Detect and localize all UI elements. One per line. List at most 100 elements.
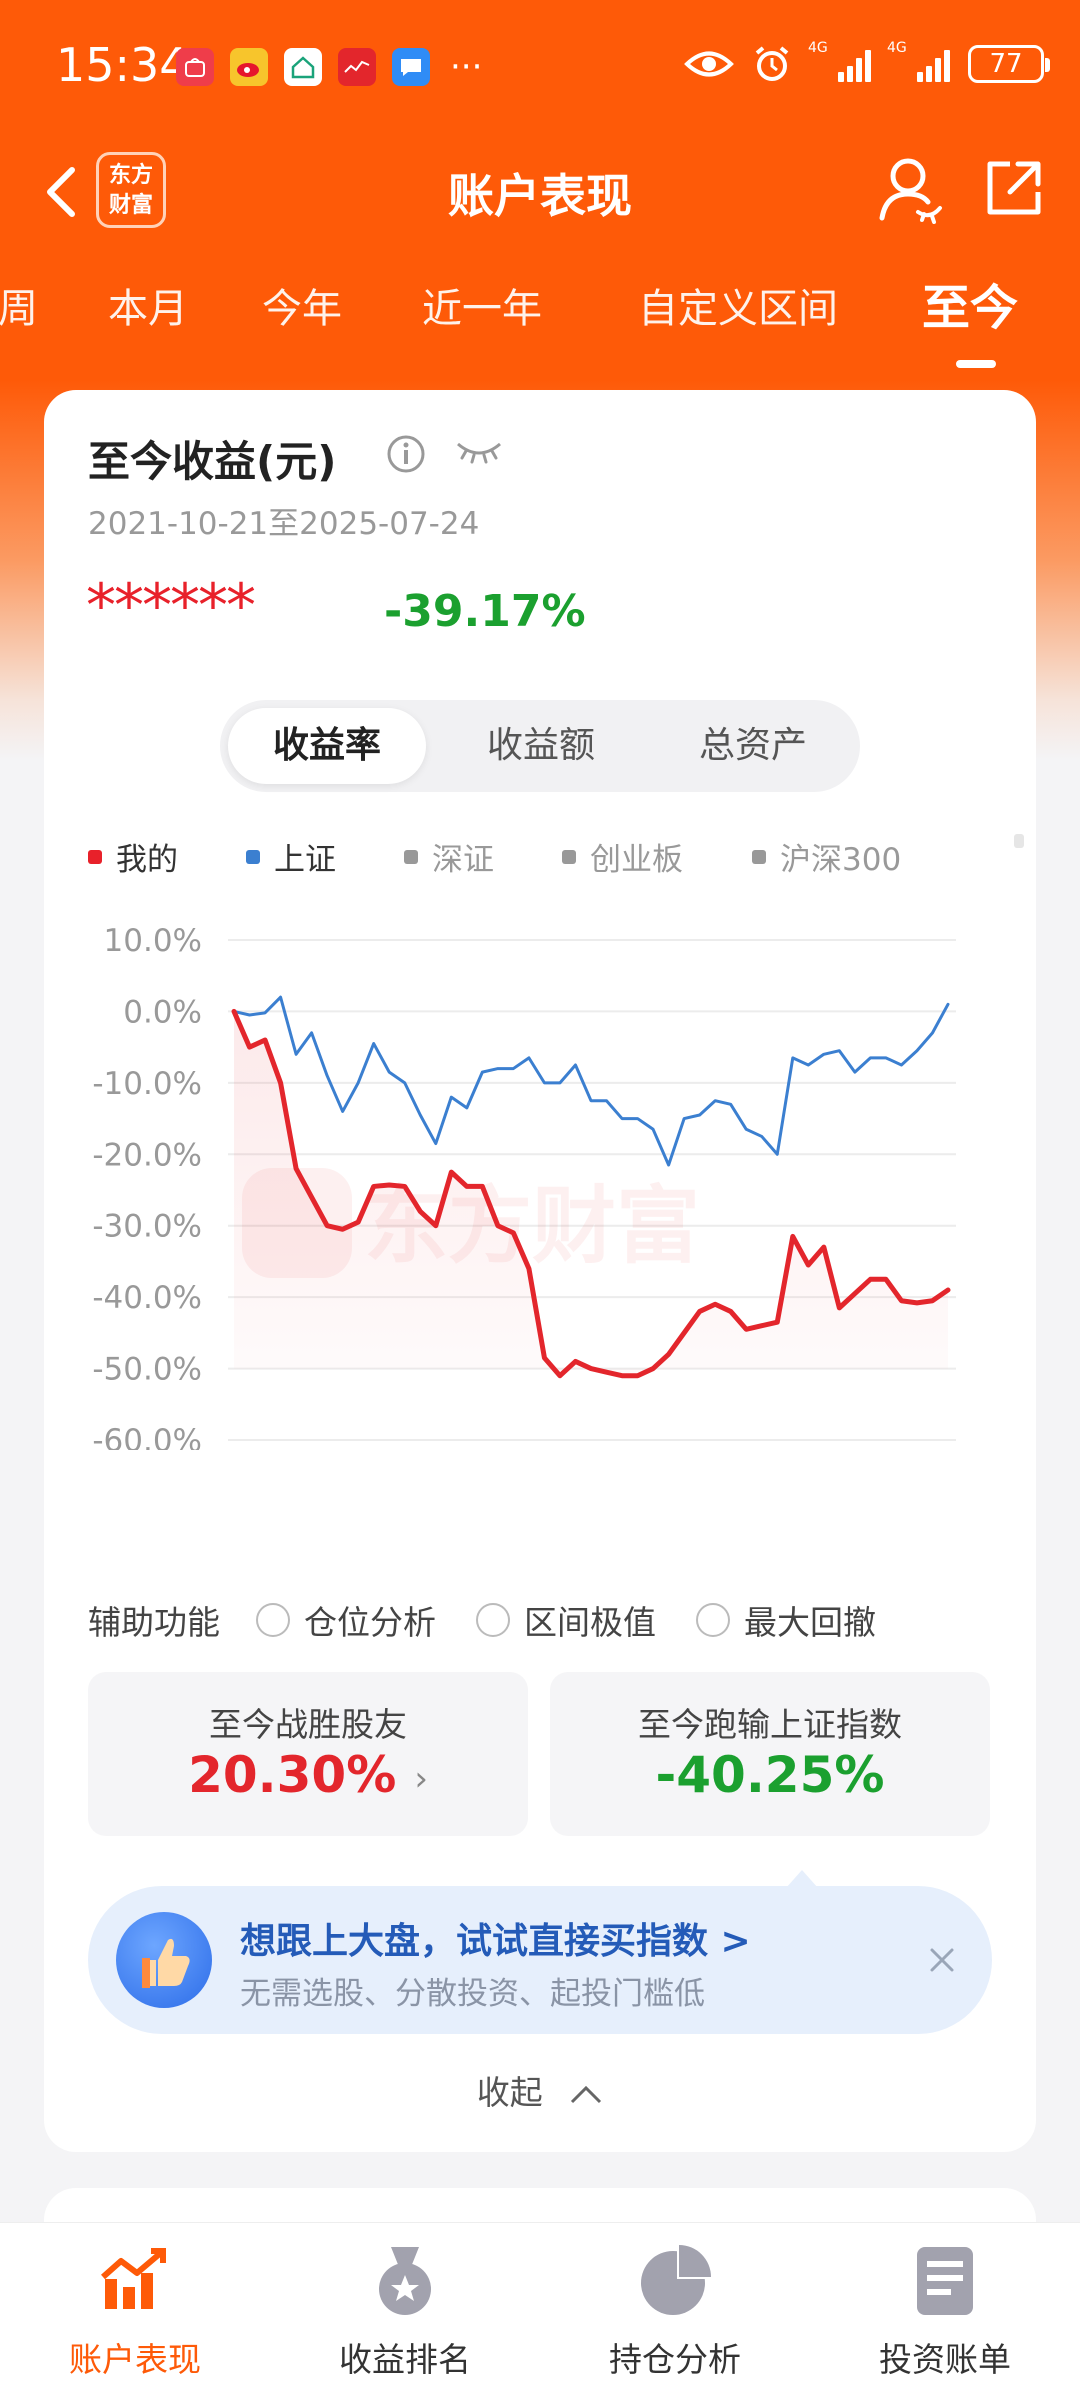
tab-custom-range[interactable]: 自定义区间: [638, 286, 838, 332]
metric-segment-control: 收益率 收益额 总资产: [220, 700, 860, 792]
aux-position-analysis[interactable]: 仓位分析: [256, 1596, 436, 1644]
y-tick-label: -60.0%: [92, 1423, 202, 1450]
message-icon: [392, 48, 430, 86]
segment-return-rate[interactable]: 收益率: [228, 708, 426, 784]
nav-return-ranking[interactable]: 收益排名: [270, 2243, 540, 2381]
stock-app-icon: [338, 48, 376, 86]
collapse-button[interactable]: 收起: [44, 2066, 1036, 2114]
legend-swatch: [1014, 834, 1024, 848]
chevron-up-icon: [571, 2085, 602, 2103]
nav-label: 投资账单: [879, 2340, 1011, 2379]
radio-button[interactable]: [256, 1603, 290, 1637]
legend-chinext[interactable]: 创业板: [562, 834, 683, 879]
legend-swatch: [404, 849, 418, 864]
promo-pointer: [786, 1870, 818, 1888]
date-range: 2021-10-21至2025-07-24: [88, 506, 480, 542]
pie-chart-icon: [641, 2245, 711, 2315]
user-icon[interactable]: [878, 154, 944, 224]
promo-title: 想跟上大盘，试试直接买指数 >: [240, 1921, 751, 1962]
smart-home-icon: [284, 48, 322, 86]
battery-icon: 77: [968, 45, 1050, 83]
status-time: 15:34: [56, 38, 189, 92]
bill-icon: [917, 2247, 973, 2315]
stat-value-wrap: 20.30% ›: [88, 1746, 528, 1804]
signal-2-icon: 4G: [887, 40, 950, 82]
performance-card: 至今收益(元) 2021-10-21至2025-07-24 ****** -39…: [44, 390, 1036, 2152]
tab-last-year[interactable]: 近一年: [422, 286, 542, 332]
series-line-sse: [232, 995, 950, 1167]
aux-label: 辅助功能: [88, 1603, 220, 1642]
nav-label: 持仓分析: [609, 2340, 741, 2379]
close-icon[interactable]: [920, 1938, 964, 1982]
nav-investment-bill[interactable]: 投资账单: [810, 2243, 1080, 2381]
promo-subtitle: 无需选股、分散投资、起投门槛低: [240, 1976, 705, 2012]
masked-amount: ******: [86, 571, 256, 641]
y-tick-label: -20.0%: [92, 1137, 202, 1173]
collapse-label: 收起: [476, 2073, 543, 2112]
legend-csi300[interactable]: 沪深300: [752, 834, 901, 879]
legend-more[interactable]: [1014, 834, 1038, 848]
aux-range-extremes[interactable]: 区间极值: [476, 1596, 656, 1644]
trend-chart-icon: [101, 2248, 166, 2309]
nav-label: 收益排名: [339, 2340, 471, 2379]
page-title: 账户表现: [448, 169, 632, 223]
legend-swatch: [752, 849, 766, 864]
weibo-icon: [230, 48, 268, 86]
chevron-right-icon: ›: [414, 1758, 428, 1799]
series-area-mine: [234, 1011, 948, 1376]
chart-legend: 我的 上证 深证 创业板 沪深300: [88, 834, 1024, 884]
thumbs-up-icon: [116, 1912, 212, 2008]
stat-value: -40.25%: [655, 1746, 885, 1804]
status-bar: 15:34 ··· 4G 4G 77: [0, 0, 1080, 130]
status-more-icon: ···: [450, 47, 483, 87]
y-tick-label: 0.0%: [123, 994, 202, 1030]
nav-bar: 东方 财富 账户表现: [0, 140, 1080, 240]
share-icon[interactable]: [982, 156, 1046, 220]
nav-label: 账户表现: [69, 2340, 201, 2379]
tab-since-inception[interactable]: 至今: [922, 268, 1018, 368]
eye-comfort-icon: [684, 51, 734, 77]
stat-label: 至今跑输上证指数: [638, 1705, 902, 1744]
legend-szse[interactable]: 深证: [404, 834, 494, 879]
legend-sse[interactable]: 上证: [246, 834, 336, 879]
radio-button[interactable]: [476, 1603, 510, 1637]
info-icon[interactable]: [386, 434, 426, 474]
period-tabs: 周 本月 今年 近一年 自定义区间 至今: [0, 276, 1080, 368]
alarm-icon: [755, 46, 789, 81]
nav-account-performance[interactable]: 账户表现: [0, 2243, 270, 2381]
back-arrow-icon[interactable]: [38, 162, 88, 222]
y-tick-label: -40.0%: [92, 1280, 202, 1316]
y-tick-label: -30.0%: [92, 1209, 202, 1245]
series-line-mine: [231, 1008, 951, 1379]
beat-peers-stat[interactable]: 至今战胜股友 20.30% ›: [88, 1672, 528, 1836]
tab-this-year[interactable]: 今年: [262, 286, 342, 332]
nav-holdings-analysis[interactable]: 持仓分析: [540, 2243, 810, 2381]
index-fund-promo[interactable]: 想跟上大盘，试试直接买指数 > 无需选股、分散投资、起投门槛低: [88, 1886, 992, 2034]
radio-button[interactable]: [696, 1603, 730, 1637]
stat-label: 至今战胜股友: [209, 1705, 407, 1744]
hide-amount-icon[interactable]: [454, 436, 504, 466]
return-rate-chart[interactable]: 东方财富 10.0%0.0%-10.0%-20.0%-30.0%-40.0%-5…: [44, 890, 1036, 1450]
aux-max-drawdown[interactable]: 最大回撤: [696, 1596, 876, 1644]
status-app-icons: ···: [176, 48, 482, 86]
return-percent: -39.17%: [384, 586, 586, 637]
stat-value: 20.30%: [188, 1746, 397, 1804]
y-tick-label: -10.0%: [92, 1066, 202, 1102]
vs-index-stat: 至今跑输上证指数 -40.25%: [550, 1672, 990, 1836]
segment-return-amount[interactable]: 收益额: [486, 725, 595, 766]
segment-total-assets[interactable]: 总资产: [698, 725, 807, 766]
signal-1-icon: 4G: [808, 40, 871, 82]
huawei-mall-icon: [176, 48, 214, 86]
status-indicators: 4G 4G 77: [684, 40, 1050, 84]
app-logo: 东方 财富: [96, 152, 166, 228]
legend-swatch: [246, 849, 260, 864]
bottom-nav: 账户表现 收益排名 持仓分析 投资账单: [0, 2222, 1080, 2388]
tab-this-month[interactable]: 本月: [108, 286, 188, 332]
legend-swatch: [562, 849, 576, 864]
medal-icon: [379, 2247, 431, 2315]
card-title: 至今收益(元): [88, 437, 337, 486]
tab-week[interactable]: 周: [0, 286, 38, 332]
y-tick-label: -50.0%: [92, 1352, 202, 1388]
aux-functions: 辅助功能 仓位分析 区间极值 最大回撤: [88, 1590, 1028, 1650]
legend-mine[interactable]: 我的: [88, 834, 178, 879]
